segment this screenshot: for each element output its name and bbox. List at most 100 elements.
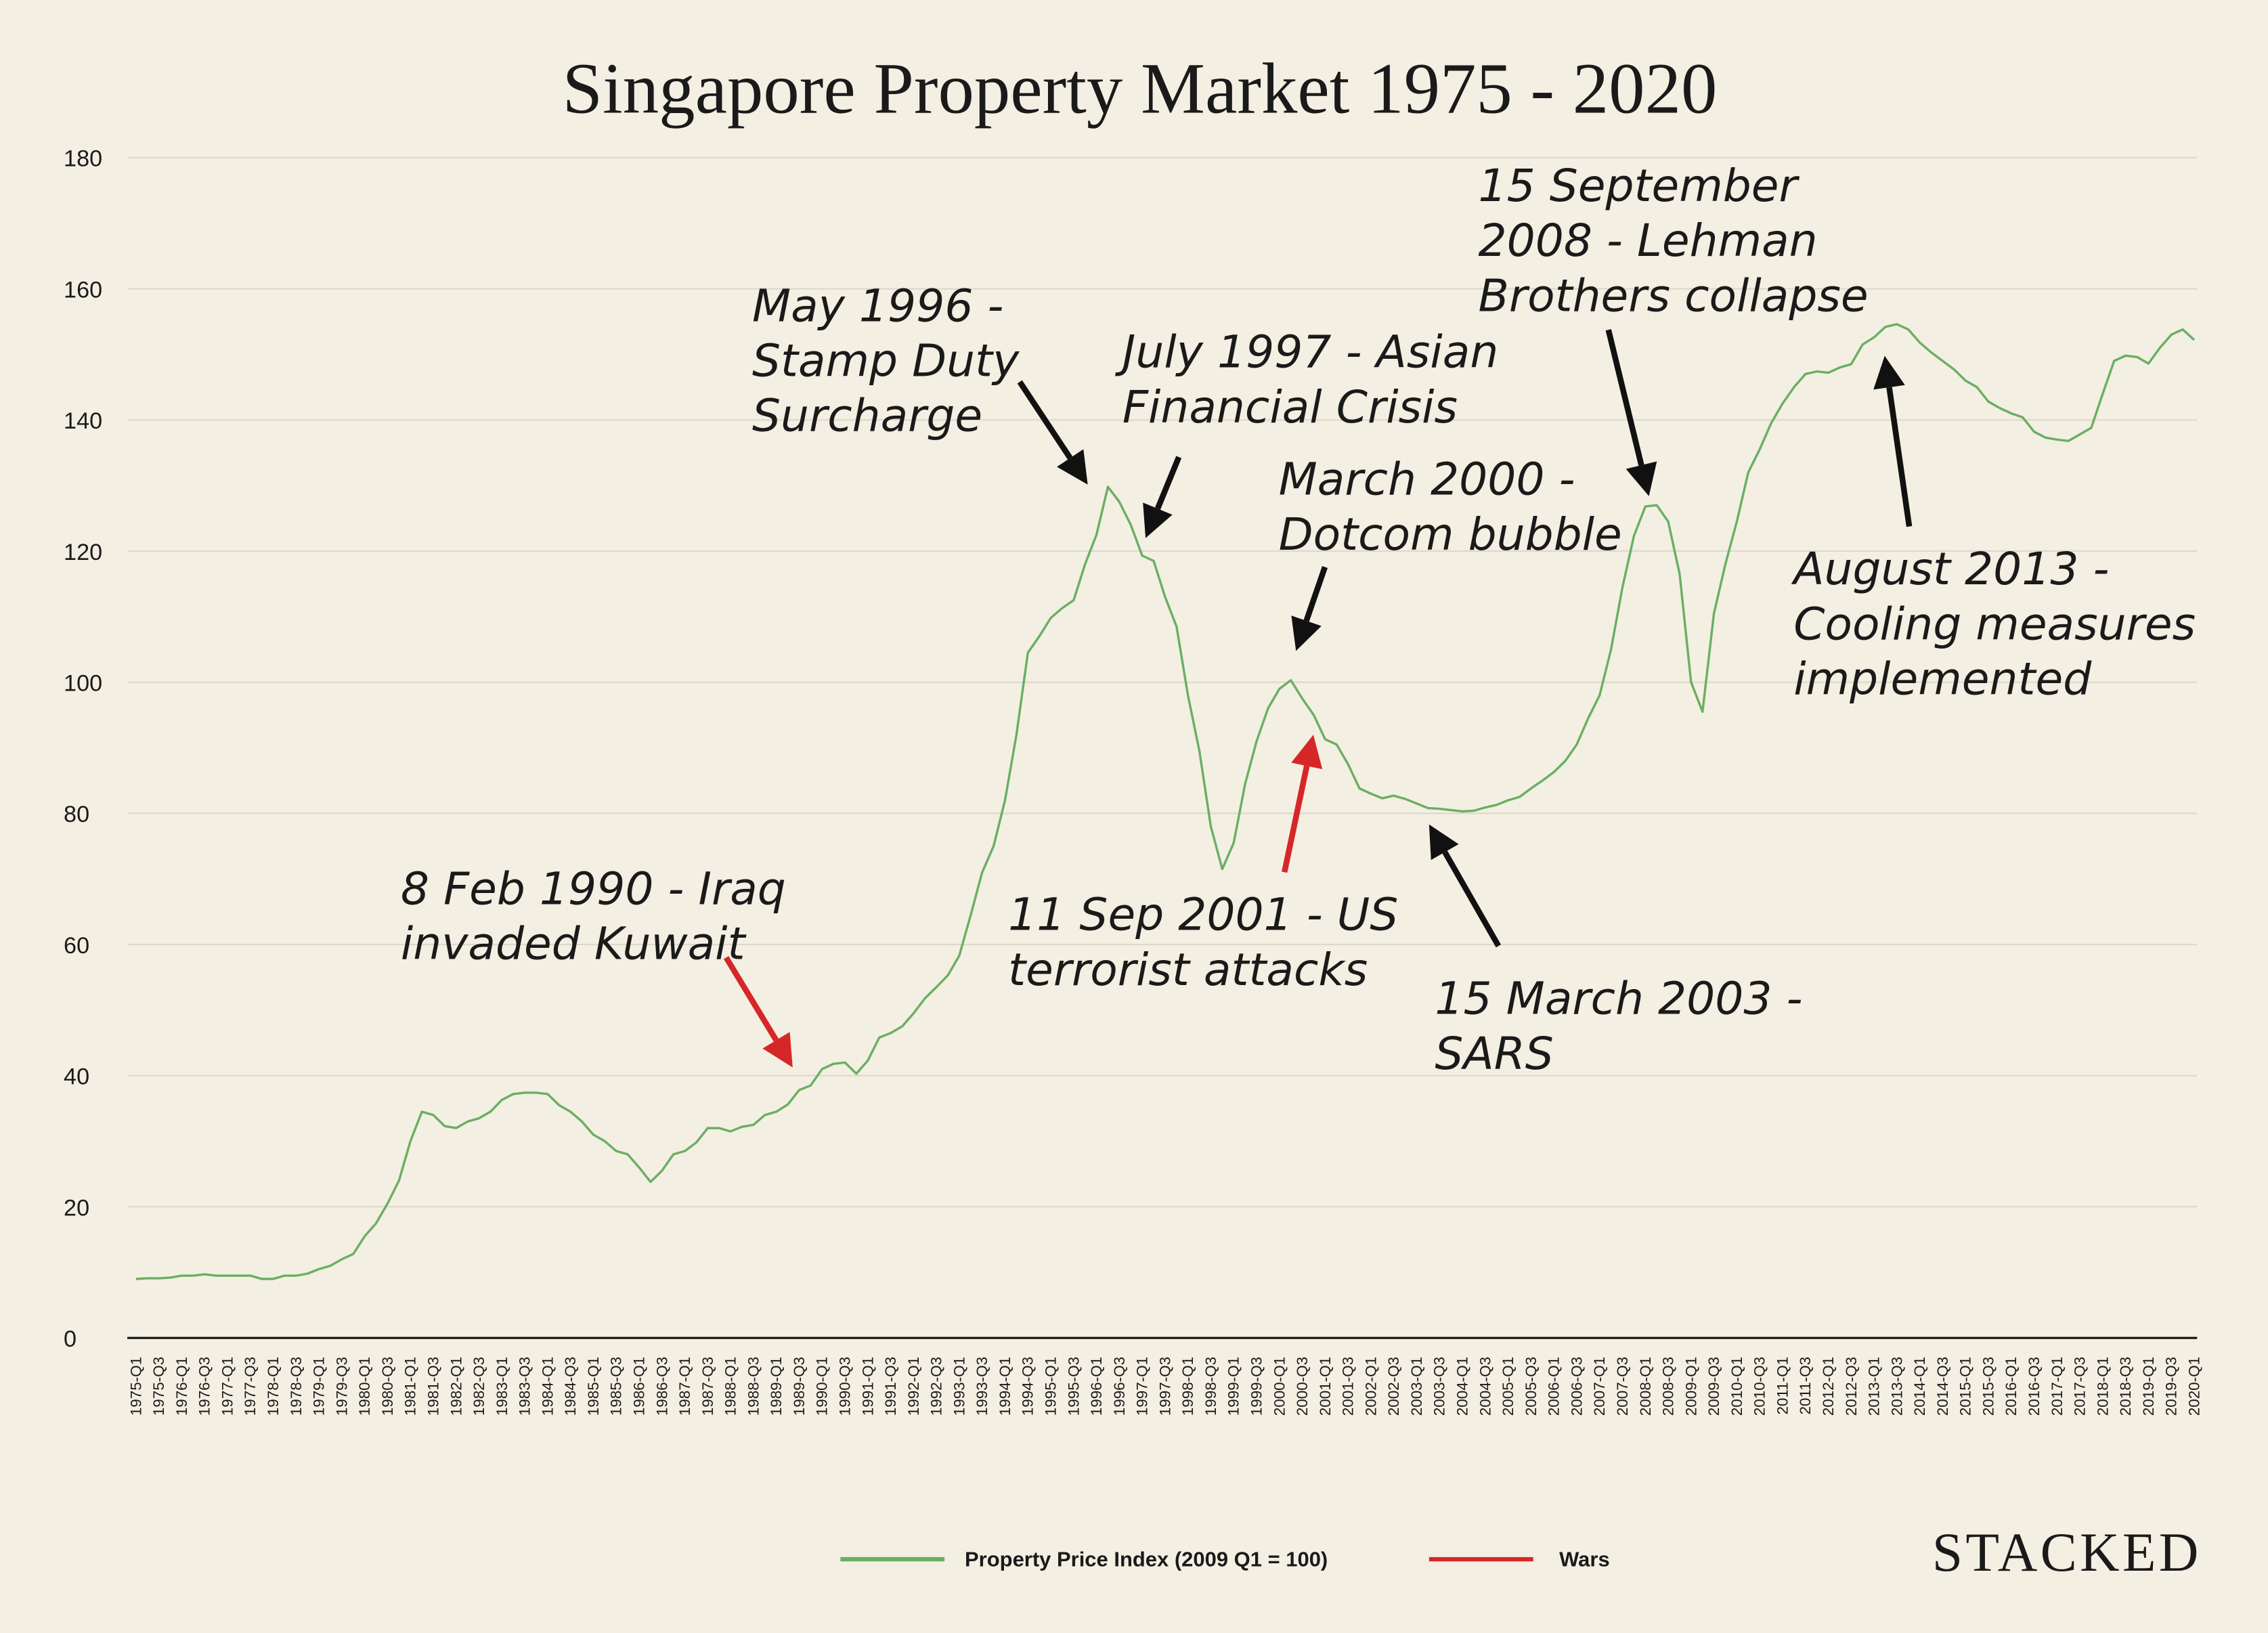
x-tick-label: 1989-Q1 — [768, 1357, 785, 1416]
arrow-head — [762, 1032, 793, 1068]
annotation-text: July 1997 - Asian — [1115, 326, 1498, 378]
x-tick-label: 1998-Q1 — [1179, 1357, 1196, 1416]
x-tick-label: 2011-Q3 — [1797, 1357, 1814, 1415]
y-tick-label: 160 — [64, 277, 102, 303]
x-tick-label: 1988-Q3 — [745, 1357, 762, 1416]
x-tick-label: 1992-Q1 — [905, 1357, 922, 1416]
y-tick-label: 80 — [64, 802, 89, 827]
annotation-arrow — [1282, 765, 1310, 873]
x-tick-label: 2005-Q1 — [1500, 1357, 1517, 1416]
x-tick-label: 2020-Q1 — [2185, 1357, 2202, 1416]
x-tick-label: 1987-Q3 — [699, 1357, 716, 1416]
x-tick-label: 2010-Q3 — [1751, 1357, 1768, 1416]
x-tick-label: 2009-Q1 — [1682, 1357, 1699, 1416]
x-tick-label: 2013-Q1 — [1866, 1357, 1883, 1416]
x-tick-label: 1977-Q3 — [242, 1357, 259, 1416]
x-tick-label: 1995-Q3 — [1065, 1357, 1082, 1416]
annotation-text: 15 September — [1478, 160, 1800, 212]
x-tick-label: 1980-Q1 — [356, 1357, 373, 1416]
x-tick-label: 2002-Q3 — [1385, 1357, 1402, 1416]
x-tick-label: 2000-Q1 — [1271, 1357, 1288, 1416]
annotation-arrow — [1886, 387, 1913, 527]
legend-label: Wars — [1559, 1548, 1610, 1571]
annotation-text: Brothers collapse — [1478, 269, 1868, 322]
x-tick-label: 2012-Q3 — [1843, 1357, 1860, 1416]
x-tick-label: 1975-Q1 — [127, 1357, 144, 1416]
x-tick-label: 1995-Q1 — [1043, 1357, 1060, 1416]
annotation-text: August 2013 - — [1791, 543, 2109, 595]
x-tick-label: 2013-Q3 — [1888, 1357, 1905, 1416]
x-tick-label: 1982-Q1 — [448, 1357, 464, 1416]
x-tick-label: 1993-Q3 — [974, 1357, 990, 1416]
x-tick-label: 1982-Q3 — [471, 1357, 487, 1416]
x-tick-label: 1988-Q1 — [722, 1357, 739, 1416]
x-tick-label: 1975-Q3 — [150, 1357, 167, 1416]
arrow-head — [1626, 461, 1657, 496]
price-line — [135, 323, 2196, 1280]
x-tick-label: 1985-Q3 — [608, 1357, 625, 1416]
x-tick-label: 1986-Q1 — [630, 1357, 647, 1416]
x-tick-label: 2008-Q3 — [1660, 1357, 1677, 1416]
arrow-head — [1291, 735, 1323, 770]
legend-label: Property Price Index (2009 Q1 = 100) — [965, 1548, 1328, 1571]
x-tick-label: 1991-Q3 — [882, 1357, 899, 1416]
x-tick-label: 2006-Q1 — [1546, 1357, 1563, 1416]
x-tick-label: 2016-Q3 — [2026, 1357, 2043, 1416]
x-tick-label: 2007-Q3 — [1614, 1357, 1631, 1416]
x-tick-label: 1984-Q1 — [539, 1357, 556, 1416]
x-tick-label: 2014-Q3 — [1934, 1357, 1951, 1416]
annotation-arrow — [1017, 380, 1073, 460]
x-tick-label: 2006-Q3 — [1568, 1357, 1585, 1416]
x-tick-label: 2017-Q3 — [2072, 1357, 2089, 1416]
x-tick-label: 1997-Q3 — [1156, 1357, 1173, 1416]
x-tick-label: 1980-Q3 — [379, 1357, 396, 1416]
annotation-text: March 2000 - — [1279, 454, 1575, 506]
x-tick-label: 1999-Q3 — [1248, 1357, 1265, 1416]
x-tick-label: 2010-Q1 — [1728, 1357, 1745, 1416]
x-tick-label: 2005-Q3 — [1523, 1357, 1540, 1416]
x-tick-label: 2004-Q3 — [1477, 1357, 1493, 1416]
arrow-head — [1429, 824, 1459, 861]
x-tick-label: 1976-Q3 — [196, 1357, 213, 1416]
annotation-arrow — [723, 956, 779, 1042]
x-tick-label: 1978-Q1 — [265, 1357, 282, 1416]
x-tick-label: 1996-Q3 — [1111, 1357, 1128, 1416]
x-tick-label: 1998-Q3 — [1202, 1357, 1219, 1416]
x-tick-label: 1979-Q1 — [311, 1357, 328, 1416]
x-tick-label: 2009-Q3 — [1705, 1357, 1722, 1416]
annotation-text: SARS — [1435, 1028, 1553, 1080]
x-tick-label: 1983-Q1 — [494, 1357, 510, 1416]
x-tick-label: 1976-Q1 — [173, 1357, 190, 1416]
annotation-arrow — [1442, 850, 1502, 948]
x-tick-label: 1981-Q3 — [424, 1357, 441, 1416]
x-tick-label: 1978-Q3 — [288, 1357, 305, 1416]
x-tick-label: 1984-Q3 — [562, 1357, 579, 1416]
arrow-head — [1143, 502, 1173, 538]
x-tick-label: 2007-Q1 — [1591, 1357, 1608, 1416]
annotation-arrow — [1605, 329, 1644, 466]
chart-title: Singapore Property Market 1975 - 2020 — [563, 49, 1718, 129]
annotation-text: invaded Kuwait — [401, 917, 747, 970]
annotation-text: Dotcom bubble — [1279, 508, 1622, 561]
x-tick-label: 2012-Q1 — [1820, 1357, 1837, 1416]
x-tick-label: 1979-Q3 — [333, 1357, 350, 1416]
annotation-text: 15 March 2003 - — [1435, 973, 1802, 1025]
annotation-text: Stamp Duty — [752, 334, 1020, 387]
x-tick-label: 1987-Q1 — [676, 1357, 693, 1416]
x-tick-label: 1994-Q3 — [1020, 1357, 1037, 1416]
x-tick-label: 2002-Q1 — [1362, 1357, 1379, 1416]
x-tick-label: 2004-Q1 — [1454, 1357, 1471, 1416]
x-tick-label: 1992-Q3 — [928, 1357, 945, 1416]
y-tick-label: 100 — [64, 670, 102, 696]
annotation-text: Surcharge — [752, 390, 982, 442]
annotation-text: 8 Feb 1990 - Iraq — [401, 863, 786, 915]
annotation-text: terrorist attacks — [1008, 944, 1368, 996]
y-tick-label: 60 — [64, 933, 89, 959]
y-tick-label: 20 — [64, 1195, 89, 1221]
x-tick-label: 1990-Q1 — [814, 1357, 831, 1416]
arrow-head — [1057, 449, 1088, 485]
brand: STACKED — [1932, 1522, 2202, 1583]
x-tick-label: 2003-Q3 — [1431, 1357, 1448, 1416]
x-tick-label: 2019-Q1 — [2140, 1357, 2157, 1416]
